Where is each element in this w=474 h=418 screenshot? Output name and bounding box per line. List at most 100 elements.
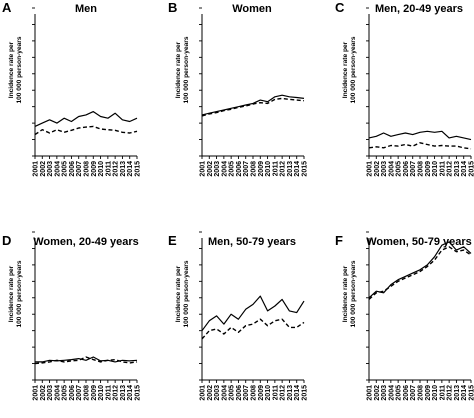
x-tick-label: 2013 — [287, 161, 294, 177]
x-tick-label: 2006 — [403, 385, 410, 401]
x-tick-label: 2015 — [469, 161, 474, 177]
panel-letter: E — [168, 233, 177, 248]
x-tick-label: 2003 — [381, 385, 388, 401]
x-tick-label: 2001 — [367, 385, 374, 401]
x-tick-label: 2011 — [272, 161, 279, 176]
series-line-dashed — [34, 125, 138, 136]
x-tick-label: 2009 — [258, 161, 265, 177]
x-tick-label: 2013 — [454, 161, 461, 177]
x-tick-label: 2005 — [229, 385, 236, 401]
x-tick-label: 2011 — [105, 385, 112, 400]
x-tick-label: 2011 — [439, 385, 446, 400]
x-tick-label: 2007 — [76, 161, 83, 177]
x-tick-label: 2001 — [33, 161, 40, 177]
y-axis-label: Incidence rate per100 000 person-years — [8, 260, 23, 327]
series-line-solid — [201, 295, 305, 332]
x-tick-label: 2013 — [287, 385, 294, 401]
x-tick-label: 2002 — [40, 385, 47, 401]
y-axis-label: Incidence rate per100 000 person-years — [175, 260, 190, 327]
x-tick-label: 2007 — [243, 385, 250, 401]
x-tick-label: 2014 — [294, 161, 301, 177]
x-tick-label: 2015 — [302, 161, 309, 177]
x-tick-label: 2015 — [135, 161, 142, 177]
x-tick-label: 2008 — [251, 161, 258, 177]
x-tick-label: 2014 — [461, 161, 468, 177]
x-tick-label: 2004 — [54, 161, 61, 177]
x-tick-label: 2010 — [98, 161, 105, 177]
y-axis-label: Incidence rate per100 000 person-years — [342, 260, 357, 327]
x-tick-label: 2007 — [243, 161, 250, 177]
panel-letter: A — [2, 0, 12, 15]
x-tick-label: 2007 — [410, 161, 417, 177]
x-tick-label: 2013 — [120, 385, 127, 401]
x-tick-label: 2004 — [388, 161, 395, 177]
series-line-dashed — [368, 142, 472, 150]
panel-title: Men — [75, 3, 97, 15]
x-tick-label: 2001 — [200, 385, 207, 401]
x-tick-label: 2001 — [367, 161, 374, 177]
x-tick-label: 2009 — [258, 385, 265, 401]
x-tick-label: 2004 — [388, 385, 395, 401]
x-tick-label: 2011 — [439, 161, 446, 176]
x-tick-label: 2009 — [91, 161, 98, 177]
y-axis-label: Incidence rate per100 000 person-years — [8, 36, 23, 103]
x-tick-label: 2013 — [454, 385, 461, 401]
x-tick-label: 2007 — [76, 385, 83, 401]
x-tick-label: 2007 — [410, 385, 417, 401]
panel-e: E Men, 50-79 years 2001 2002 2003 2004 2005 200… — [168, 231, 309, 401]
x-tick-label: 2001 — [200, 161, 207, 177]
series-line-solid — [368, 241, 472, 299]
x-tick-label: 2006 — [69, 161, 76, 177]
x-tick-label: 2011 — [272, 385, 279, 400]
x-tick-label: 2012 — [280, 385, 287, 401]
x-tick-label: 2008 — [84, 385, 91, 401]
x-tick-label: 2003 — [214, 161, 221, 177]
x-tick-label: 2005 — [396, 385, 403, 401]
x-tick-label: 2009 — [425, 385, 432, 401]
x-tick-label: 2010 — [265, 385, 272, 401]
panel-letter: B — [168, 0, 177, 15]
x-tick-label: 2002 — [207, 161, 214, 177]
series-line-dashed — [368, 246, 472, 300]
panel-title: Women, 20-49 years — [33, 236, 139, 248]
x-tick-label: 2014 — [461, 385, 468, 401]
x-tick-label: 2013 — [120, 161, 127, 177]
x-tick-label: 2004 — [221, 385, 228, 401]
x-tick-label: 2012 — [113, 385, 120, 401]
x-tick-label: 2001 — [33, 385, 40, 401]
panel-letter: D — [2, 233, 11, 248]
panel-title: Men, 50-79 years — [208, 236, 296, 248]
panel-title: Women, 50-79 years — [366, 236, 472, 248]
x-tick-label: 2005 — [396, 161, 403, 177]
y-axis-label: Incidence rate per100 000 person-years — [342, 36, 357, 103]
series-line-dashed — [201, 318, 305, 340]
x-tick-label: 2015 — [469, 385, 474, 401]
series-line-solid — [34, 110, 138, 127]
x-tick-label: 2002 — [207, 385, 214, 401]
panel-title: Men, 20-49 years — [375, 3, 463, 15]
x-tick-label: 2014 — [127, 161, 134, 177]
x-tick-label: 2014 — [294, 385, 301, 401]
x-tick-label: 2009 — [425, 161, 432, 177]
x-tick-label: 2006 — [403, 161, 410, 177]
x-tick-label: 2005 — [229, 161, 236, 177]
series-line-dashed — [34, 356, 138, 365]
x-tick-label: 2008 — [84, 161, 91, 177]
x-tick-label: 2005 — [62, 385, 69, 401]
panel-title: Women — [232, 3, 272, 15]
x-tick-label: 2006 — [69, 385, 76, 401]
x-tick-label: 2008 — [251, 385, 258, 401]
series-line-solid — [368, 130, 472, 141]
x-tick-label: 2012 — [447, 385, 454, 401]
x-tick-label: 2010 — [265, 161, 272, 177]
x-tick-label: 2015 — [135, 385, 142, 401]
x-tick-label: 2009 — [91, 385, 98, 401]
panel-letter: F — [335, 233, 343, 248]
x-tick-label: 2003 — [214, 385, 221, 401]
x-tick-label: 2010 — [432, 161, 439, 177]
series-line-dashed — [201, 97, 305, 117]
x-tick-label: 2010 — [98, 385, 105, 401]
